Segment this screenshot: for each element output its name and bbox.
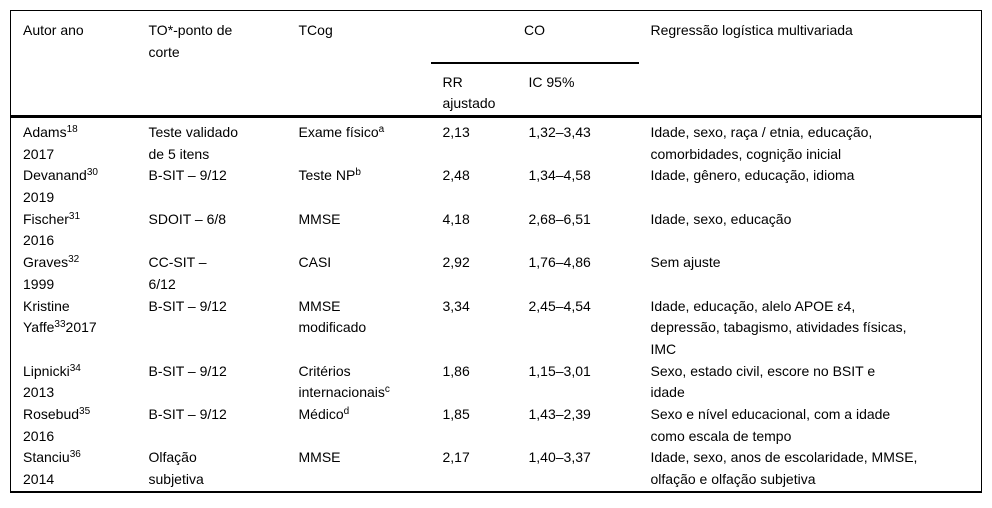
author-cell: Graves32 1999 bbox=[23, 254, 80, 292]
tcog-cell: Médicod bbox=[298, 406, 350, 423]
to-cutoff-cell: SDOIT – 6/8 bbox=[148, 210, 227, 227]
superscript-reference: 31 bbox=[68, 210, 81, 222]
ic95-value-cell: 1,40–3,37 bbox=[528, 449, 591, 466]
rr-value-cell: 2,92 bbox=[442, 254, 470, 271]
author-cell: Lipnicki34 2013 bbox=[23, 362, 81, 401]
to-cutoff-cell: Teste validado de 5 itens bbox=[148, 123, 239, 162]
regression-cell: Idade, sexo, raça / etnia, educação, como… bbox=[650, 123, 873, 162]
tcog-cell: MMSE bbox=[298, 449, 341, 466]
ic95-value-cell: 1,32–3,43 bbox=[528, 123, 591, 140]
col-header-to-ponto-de-corte: TO*-ponto de corte bbox=[148, 22, 233, 60]
regression-cell: Sexo e nível educacional, com a idade com… bbox=[650, 406, 891, 444]
tcog-cell: MMSE bbox=[298, 210, 341, 227]
superscript-reference: 18 bbox=[66, 123, 78, 135]
to-cutoff-cell: B-SIT – 9/12 bbox=[148, 406, 227, 423]
rr-value-cell: 2,48 bbox=[442, 167, 470, 184]
rr-value-cell: 1,86 bbox=[442, 362, 470, 379]
col-header-co: CO bbox=[430, 10, 639, 64]
rr-value-cell: 4,18 bbox=[442, 210, 470, 227]
superscript-reference: c bbox=[384, 384, 390, 396]
superscript-reference: a bbox=[378, 123, 385, 135]
col-header-tcog: TCog bbox=[298, 22, 333, 38]
col-header-ic-95: IC 95% bbox=[528, 73, 575, 90]
to-cutoff-cell: B-SIT – 9/12 bbox=[148, 362, 227, 379]
paper-table-region: Autor ano TO*-ponto de corte TCog CO Reg… bbox=[10, 10, 982, 493]
table-row: Fischer31 2016 SDOIT – 6/8 MMSE 4,18 2,68–6,5… bbox=[11, 209, 982, 252]
regression-cell: Sem ajuste bbox=[650, 254, 721, 271]
to-cutoff-cell: B-SIT – 9/12 bbox=[148, 167, 227, 184]
to-cutoff-cell: Olfação subjetiva bbox=[148, 449, 204, 488]
rr-value-cell: 2,17 bbox=[442, 449, 470, 466]
ic95-value-cell: 1,15–3,01 bbox=[528, 362, 591, 379]
tcog-cell: MMSE modificado bbox=[298, 297, 367, 336]
regression-cell: Idade, sexo, anos de escolaridade, MMSE,… bbox=[650, 449, 918, 488]
rr-value-cell: 2,13 bbox=[442, 123, 470, 140]
ic95-value-cell: 2,45–4,54 bbox=[528, 297, 591, 314]
header-row-1: Autor ano TO*-ponto de corte TCog CO Reg… bbox=[11, 10, 982, 64]
to-cutoff-cell: B-SIT – 9/12 bbox=[148, 297, 227, 314]
regression-cell: Idade, educação, alelo APOE ε4, depressão… bbox=[650, 297, 907, 357]
study-table: Autor ano TO*-ponto de corte TCog CO Reg… bbox=[10, 10, 982, 493]
author-cell: Adams18 2017 bbox=[23, 123, 78, 162]
table-row: Rosebud35 2016 B-SIT – 9/12 Médicod 1,85 1,43… bbox=[11, 404, 982, 447]
tcog-cell: Exame físicoa bbox=[298, 123, 385, 140]
table-body: Adams18 2017 Teste validado de 5 itens Exame… bbox=[11, 116, 982, 491]
regression-cell: Sexo, estado civil, escore no BSIT e idad… bbox=[650, 362, 876, 401]
col-header-rr-ajustado: RR ajustado bbox=[442, 73, 496, 112]
table-header: Autor ano TO*-ponto de corte TCog CO Reg… bbox=[10, 10, 982, 117]
superscript-reference: 30 bbox=[86, 167, 98, 179]
ic95-value-cell: 1,43–2,39 bbox=[528, 406, 591, 423]
table-row: Kristine Yaffe332017 B-SIT – 9/12 MMSE modif… bbox=[11, 296, 982, 361]
ic95-value-cell: 1,34–4,58 bbox=[528, 167, 591, 184]
superscript-reference: 32 bbox=[68, 254, 80, 266]
author-cell: Kristine Yaffe332017 bbox=[23, 297, 97, 336]
to-cutoff-cell: CC-SIT –6/12 bbox=[148, 254, 207, 292]
superscript-reference: 33 bbox=[54, 319, 66, 331]
superscript-reference: 35 bbox=[79, 406, 91, 418]
author-cell: Devanand30 2019 bbox=[23, 167, 98, 206]
superscript-reference: b bbox=[355, 167, 361, 179]
author-cell: Fischer31 2016 bbox=[23, 210, 81, 249]
ic95-value-cell: 2,68–6,51 bbox=[528, 210, 591, 227]
regression-cell: Idade, sexo, educação bbox=[650, 210, 792, 227]
table-row: Graves32 1999 CC-SIT –6/12 CASI 2,92 1,76–4,8… bbox=[11, 252, 982, 295]
author-cell: Stanciu36 2014 bbox=[23, 449, 81, 488]
author-cell: Rosebud35 2016 bbox=[23, 406, 91, 444]
tcog-cell: CASI bbox=[298, 254, 332, 271]
superscript-reference: 36 bbox=[69, 449, 81, 461]
regression-cell: Idade, gênero, educação, idioma bbox=[650, 167, 855, 184]
col-header-autor-ano: Autor ano bbox=[23, 22, 84, 38]
header-row-2: RR ajustado IC 95% bbox=[11, 63, 982, 117]
table-row: Devanand30 2019 B-SIT – 9/12 Teste NPb 2,48 1… bbox=[11, 165, 982, 208]
rr-value-cell: 3,34 bbox=[442, 297, 470, 314]
rr-value-cell: 1,85 bbox=[442, 406, 470, 423]
tcog-cell: Teste NPb bbox=[298, 167, 361, 184]
superscript-reference: 34 bbox=[69, 362, 81, 374]
table-row: Adams18 2017 Teste validado de 5 itens Exame… bbox=[11, 116, 982, 165]
ic95-value-cell: 1,76–4,86 bbox=[528, 254, 591, 271]
superscript-reference: d bbox=[343, 406, 350, 418]
table-row: Stanciu36 2014 Olfação subjetiva MMSE 2,17 1,4… bbox=[11, 447, 982, 491]
table-row: Lipnicki34 2013 B-SIT – 9/12 Critérios inter… bbox=[11, 361, 982, 404]
col-header-regressao-logistica: Regressão logística multivariada bbox=[650, 22, 853, 38]
tcog-cell: Critérios internacionaisc bbox=[298, 362, 390, 401]
